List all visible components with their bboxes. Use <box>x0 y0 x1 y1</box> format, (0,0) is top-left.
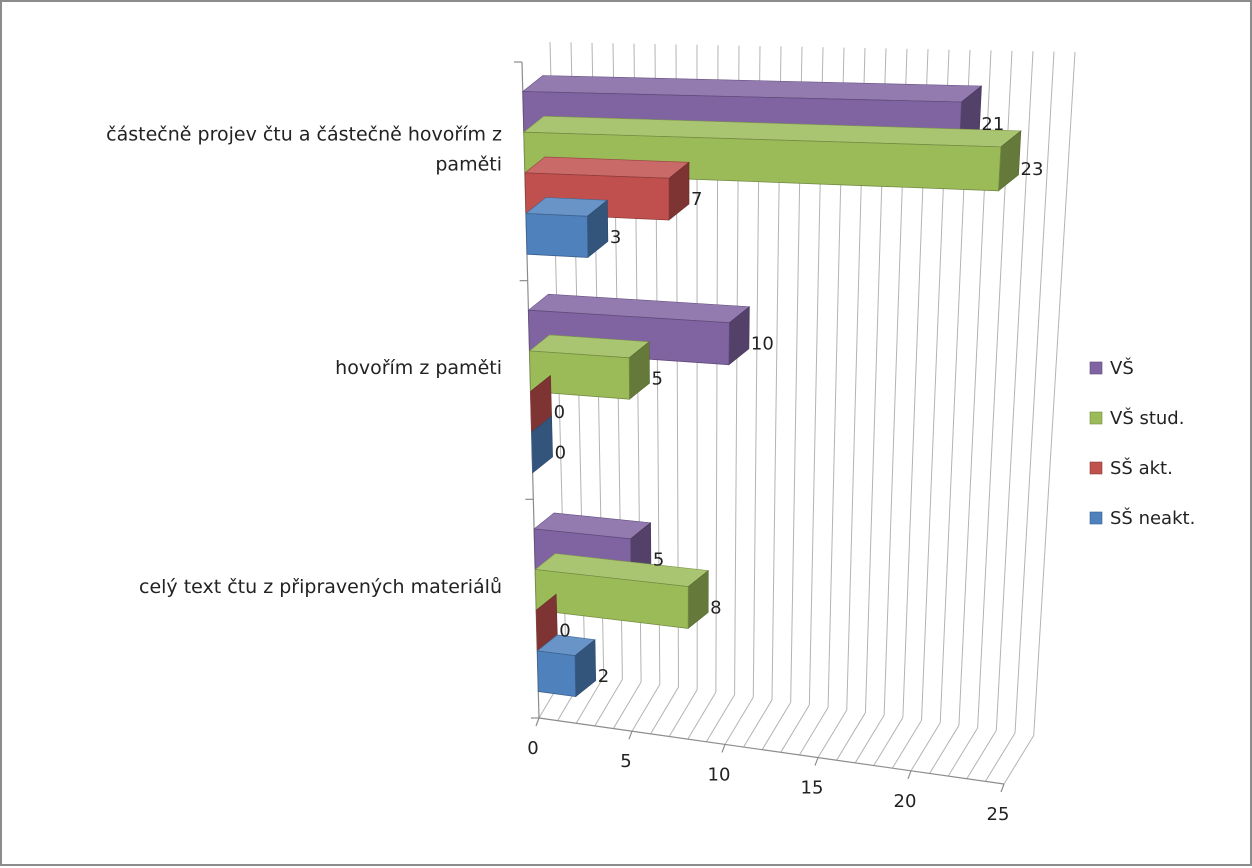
data-label: 5 <box>652 368 663 389</box>
data-label: 3 <box>610 227 621 248</box>
x-tick-mark <box>536 718 539 726</box>
x-tick-label: 25 <box>987 804 1010 825</box>
legend-label: SŠ neakt. <box>1110 507 1195 529</box>
bar <box>526 214 588 258</box>
gridline-floor <box>669 690 697 737</box>
bars-layer <box>523 76 1021 697</box>
data-label: 21 <box>981 114 1004 135</box>
gridline-floor <box>632 685 660 732</box>
x-tick-label: 10 <box>708 764 731 785</box>
x-tick-mark <box>629 731 632 739</box>
category-label: hovořím z paměti <box>335 357 502 379</box>
category-label: paměti <box>435 153 502 175</box>
data-label: 7 <box>691 189 702 210</box>
category-label: částečně projev čtu a částečně hovořím z <box>106 123 502 145</box>
x-tick-mark <box>722 744 725 752</box>
x-tick-label: 20 <box>894 791 917 812</box>
legend-label: VŠ stud. <box>1110 407 1184 429</box>
category-label: celý text čtu z připravených materiálů <box>139 576 502 598</box>
legend-swatch <box>1090 362 1102 374</box>
legend-swatch <box>1090 512 1102 524</box>
x-tick-mark <box>815 758 818 766</box>
data-label: 0 <box>555 443 566 464</box>
gridline-floor <box>613 682 641 729</box>
data-label: 23 <box>1021 159 1044 180</box>
legend-swatch <box>1090 462 1102 474</box>
data-label: 8 <box>710 597 721 618</box>
x-tick-label: 5 <box>620 751 631 772</box>
gridline-vertical <box>1015 52 1054 733</box>
data-label: 0 <box>554 402 565 423</box>
x-tick-label: 15 <box>801 778 824 799</box>
data-label: 10 <box>751 334 774 355</box>
data-label: 0 <box>559 621 570 642</box>
x-axis-line <box>539 718 1004 784</box>
data-label: 2 <box>598 666 609 687</box>
x-tick-mark <box>908 771 911 779</box>
gridline-vertical <box>1034 52 1075 736</box>
gridline-floor <box>651 687 679 734</box>
bar <box>537 651 575 697</box>
data-label: 5 <box>653 550 664 571</box>
legend: VŠ VŠ stud. SŠ akt. SŠ neakt. <box>1090 357 1195 529</box>
x-tick-label: 0 <box>527 738 538 759</box>
legend-label: VŠ <box>1110 357 1134 379</box>
x-tick-mark <box>1001 784 1004 792</box>
legend-label: SŠ akt. <box>1110 457 1173 479</box>
legend-swatch <box>1090 412 1102 424</box>
